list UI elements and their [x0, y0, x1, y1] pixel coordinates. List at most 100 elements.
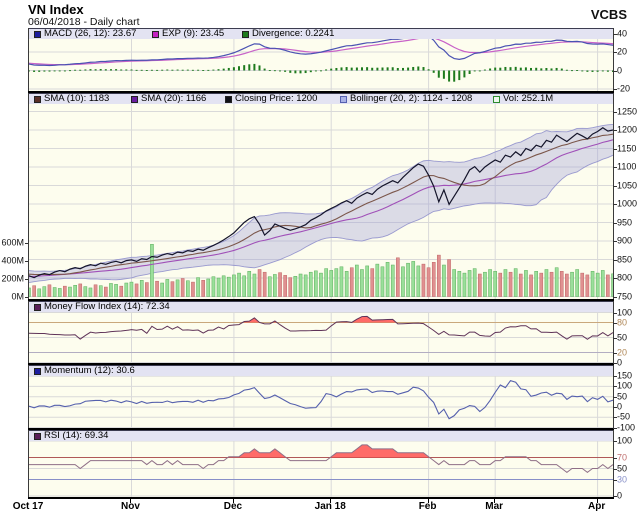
legend-label: Money Flow Index (14): 72.34	[44, 301, 170, 312]
momentum-axis-tick-label: -50	[617, 411, 631, 422]
volume-axis-tick-label: 400M	[1, 255, 24, 265]
axis-tick	[613, 322, 617, 324]
momentum-axis-tick-label: 50	[617, 391, 628, 402]
price-legend: SMA (10): 1183 SMA (20): 1166 Closing Pr…	[29, 93, 613, 104]
legend-label: RSI (14): 69.34	[44, 430, 109, 441]
legend-label: Bollinger (20, 2): 1124 - 1208	[350, 93, 473, 104]
axis-tick	[232, 499, 234, 503]
momentum-swatch	[34, 367, 41, 375]
axis-tick	[613, 70, 617, 72]
legend-item-sma10: SMA (10): 1183	[34, 94, 109, 104]
legend-label: MACD (26, 12): 23.67	[44, 28, 137, 39]
volume-axis-tick-label: 200M	[1, 273, 24, 283]
x-axis-month-label: Dec	[223, 501, 243, 512]
mfi-plot	[29, 312, 613, 363]
divergence-swatch	[242, 30, 249, 38]
axis-tick	[613, 241, 617, 242]
legend-label: EXP (9): 23.45	[162, 28, 225, 39]
axis-tick	[613, 468, 617, 470]
legend-label: Momentum (12): 30.6	[44, 365, 135, 376]
volume-axis-tick-label: 600M	[1, 237, 24, 247]
legend-item-mfi: Money Flow Index (14): 72.34	[34, 302, 170, 312]
price-axis-tick-label: 750	[617, 291, 633, 301]
price-axis-tick-label: 1050	[617, 180, 638, 190]
x-axis-month-label: Feb	[418, 501, 437, 512]
axis-tick	[25, 242, 28, 244]
axis-tick	[613, 496, 617, 497]
price-axis-tick-label: 1000	[617, 198, 638, 209]
volume-swatch	[493, 95, 500, 103]
chart-plot-column: MACD (26, 12): 23.67 EXP (9): 23.45 Dive…	[28, 28, 614, 499]
chart-title: VN Index	[28, 2, 84, 17]
axis-tick	[613, 479, 617, 481]
axis-tick	[613, 185, 617, 187]
axis-tick	[613, 33, 617, 35]
macd-swatch	[34, 30, 41, 38]
axis-tick	[596, 499, 598, 503]
exp-swatch	[152, 30, 159, 38]
axis-tick	[613, 52, 617, 53]
price-axis-tick-label: 800	[617, 272, 633, 283]
mfi-legend: Money Flow Index (14): 72.34	[29, 301, 613, 312]
axis-tick	[494, 499, 496, 503]
axis-tick	[613, 352, 617, 354]
momentum-axis-tick-label: -100	[617, 422, 636, 433]
axis-tick	[613, 130, 617, 131]
macd-axis-tick-label: 20	[617, 46, 628, 57]
rsi-swatch	[34, 432, 41, 440]
axis-tick	[25, 296, 28, 298]
x-axis-month-label: Nov	[121, 501, 140, 512]
mfi-axis-tick-label: 50	[617, 332, 628, 342]
momentum-axis-tick-label: 0	[617, 401, 623, 412]
price-axis-tick-label: 1250	[617, 106, 638, 116]
mfi-axis-tick-label: 0	[617, 357, 623, 367]
rsi-axis-tick-label: 100	[617, 435, 633, 446]
price-plot	[29, 104, 613, 299]
axis-tick	[613, 259, 617, 261]
x-axis-month-label: Jan 18	[314, 501, 346, 512]
axis-tick	[613, 396, 617, 398]
x-axis-month-label: Oct 17	[12, 501, 44, 512]
rsi-axis-tick-label: 70	[617, 452, 628, 462]
legend-label: Closing Price: 1200	[235, 93, 318, 104]
axis-tick	[613, 337, 617, 339]
axis-tick	[613, 376, 617, 378]
axis-tick	[427, 499, 429, 503]
axis-tick	[613, 167, 617, 168]
axis-tick	[25, 278, 28, 280]
axis-tick	[613, 296, 617, 298]
axis-tick	[613, 148, 617, 150]
panel-separator	[28, 299, 614, 301]
rsi-plot	[29, 441, 613, 497]
axis-tick	[25, 260, 28, 262]
legend-item-bollinger: Bollinger (20, 2): 1124 - 1208	[340, 94, 472, 104]
mfi-axis-tick-label: 80	[617, 317, 628, 327]
rsi-axis-tick-label: 0	[617, 490, 623, 501]
mfi-axis-tick-label: 100	[617, 307, 633, 317]
bottom-axis-line	[28, 497, 614, 499]
chart-subtitle: 06/04/2018 - Daily chart	[28, 16, 140, 28]
axis-tick	[613, 89, 617, 90]
macd-axis-tick-label: 0	[617, 65, 623, 75]
legend-item-close: Closing Price: 1200	[225, 94, 317, 104]
momentum-plot	[29, 376, 613, 428]
legend-item-rsi: RSI (14): 69.34	[34, 431, 108, 441]
price-axis-tick-label: 1100	[617, 161, 637, 172]
mfi-swatch	[34, 303, 41, 311]
closing-price-swatch	[225, 95, 232, 103]
price-axis-tick-label: 900	[617, 235, 633, 246]
axis-tick	[613, 427, 617, 429]
mfi-axis-tick-label: 20	[617, 347, 628, 357]
legend-item-momentum: Momentum (12): 30.6	[34, 366, 135, 376]
legend-label: Divergence: 0.2241	[252, 28, 335, 39]
macd-legend: MACD (26, 12): 23.67 EXP (9): 23.45 Dive…	[29, 28, 613, 39]
legend-item-exp: EXP (9): 23.45	[152, 29, 224, 39]
axis-tick	[613, 111, 617, 113]
macd-plot	[29, 39, 613, 91]
x-axis-month-label: Mar	[485, 501, 504, 512]
axis-tick	[613, 362, 617, 364]
legend-label: Vol: 252.1M	[503, 93, 554, 104]
legend-item-divergence: Divergence: 0.2241	[242, 29, 334, 39]
axis-tick	[330, 499, 332, 503]
